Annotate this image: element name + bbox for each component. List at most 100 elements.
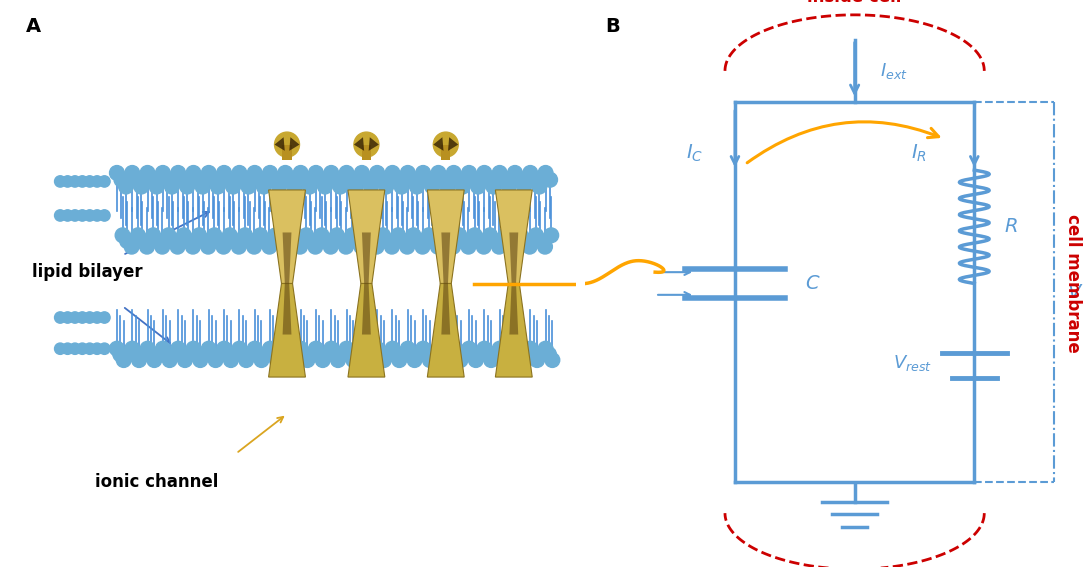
Circle shape <box>299 228 313 243</box>
Circle shape <box>333 179 348 194</box>
Circle shape <box>171 341 185 356</box>
Circle shape <box>375 228 390 243</box>
Text: $I_R$: $I_R$ <box>912 142 928 164</box>
Circle shape <box>406 228 421 243</box>
Circle shape <box>262 239 276 254</box>
Circle shape <box>285 353 299 367</box>
Circle shape <box>416 166 430 180</box>
Circle shape <box>528 172 542 187</box>
Circle shape <box>278 239 292 254</box>
Circle shape <box>232 341 247 356</box>
Circle shape <box>193 353 208 367</box>
Circle shape <box>258 234 272 248</box>
Polygon shape <box>362 232 371 284</box>
Circle shape <box>282 347 296 362</box>
Circle shape <box>511 347 526 362</box>
Text: $R$: $R$ <box>1004 217 1018 236</box>
Circle shape <box>160 172 175 187</box>
Circle shape <box>191 172 205 187</box>
Circle shape <box>507 341 522 356</box>
Circle shape <box>250 347 266 362</box>
Circle shape <box>344 172 359 187</box>
Circle shape <box>480 347 495 362</box>
Circle shape <box>408 353 422 367</box>
Circle shape <box>266 347 281 362</box>
Polygon shape <box>269 190 306 284</box>
Circle shape <box>298 172 312 187</box>
Circle shape <box>338 239 353 254</box>
Circle shape <box>195 179 210 194</box>
Circle shape <box>77 312 88 323</box>
Circle shape <box>62 176 74 187</box>
Circle shape <box>116 353 131 367</box>
Circle shape <box>159 347 173 362</box>
Circle shape <box>441 234 456 248</box>
Circle shape <box>467 228 482 243</box>
Circle shape <box>330 228 345 243</box>
Circle shape <box>385 341 400 356</box>
Circle shape <box>238 353 254 367</box>
Polygon shape <box>283 145 292 160</box>
Circle shape <box>542 347 556 362</box>
Polygon shape <box>509 232 518 284</box>
Circle shape <box>492 166 507 180</box>
Circle shape <box>363 179 378 194</box>
Circle shape <box>143 347 158 362</box>
Circle shape <box>455 179 470 194</box>
Circle shape <box>308 239 323 254</box>
Circle shape <box>165 179 179 194</box>
Circle shape <box>319 234 334 248</box>
Circle shape <box>177 228 191 243</box>
Circle shape <box>370 166 385 180</box>
Text: $V$: $V$ <box>1067 282 1083 302</box>
Circle shape <box>91 210 103 221</box>
Circle shape <box>380 234 395 248</box>
Circle shape <box>91 176 103 187</box>
Polygon shape <box>353 137 364 151</box>
Circle shape <box>272 179 286 194</box>
Circle shape <box>118 179 133 194</box>
Circle shape <box>206 172 221 187</box>
Circle shape <box>201 239 216 254</box>
Circle shape <box>217 166 232 180</box>
Circle shape <box>131 353 146 367</box>
Circle shape <box>134 179 149 194</box>
Circle shape <box>216 239 231 254</box>
Circle shape <box>140 341 155 356</box>
Circle shape <box>374 172 389 187</box>
Polygon shape <box>495 284 532 377</box>
Circle shape <box>328 172 344 187</box>
Polygon shape <box>269 284 306 377</box>
Circle shape <box>77 176 88 187</box>
Circle shape <box>472 234 487 248</box>
Circle shape <box>462 166 476 180</box>
Circle shape <box>425 179 439 194</box>
Circle shape <box>421 172 435 187</box>
Circle shape <box>221 172 236 187</box>
Circle shape <box>302 179 317 194</box>
Circle shape <box>223 353 238 367</box>
Circle shape <box>113 347 128 362</box>
Circle shape <box>210 179 225 194</box>
Circle shape <box>354 341 370 356</box>
Circle shape <box>395 179 409 194</box>
Polygon shape <box>448 137 459 151</box>
Circle shape <box>225 179 241 194</box>
Circle shape <box>241 179 256 194</box>
Circle shape <box>222 228 237 243</box>
Circle shape <box>389 172 404 187</box>
Circle shape <box>314 228 328 243</box>
Text: B: B <box>605 17 620 36</box>
Circle shape <box>267 172 282 187</box>
Circle shape <box>69 312 80 323</box>
Circle shape <box>254 353 269 367</box>
Circle shape <box>77 210 88 221</box>
Circle shape <box>324 341 338 356</box>
Circle shape <box>176 172 190 187</box>
Circle shape <box>270 353 284 367</box>
Circle shape <box>178 353 192 367</box>
Circle shape <box>62 312 74 323</box>
Circle shape <box>376 353 391 367</box>
Circle shape <box>294 341 308 356</box>
Circle shape <box>499 353 514 367</box>
